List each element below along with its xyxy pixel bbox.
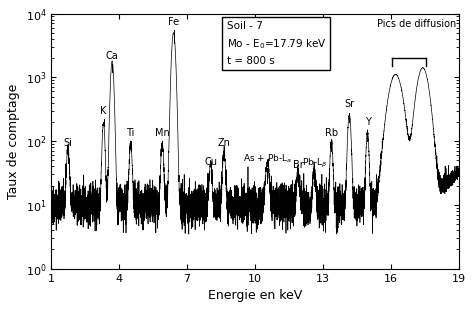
X-axis label: Energie en keV: Energie en keV (208, 289, 302, 302)
Text: Ca: Ca (106, 51, 119, 61)
Text: Y: Y (365, 117, 370, 127)
Text: As + Pb-L$_a$: As + Pb-L$_a$ (243, 152, 292, 165)
Text: Soil - 7
Mo - E$_0$=17.79 keV
t = 800 s: Soil - 7 Mo - E$_0$=17.79 keV t = 800 s (227, 21, 326, 66)
Text: Si: Si (63, 138, 72, 148)
Text: K: K (100, 106, 107, 116)
Text: Rb: Rb (325, 128, 338, 138)
Text: Pb-L$_\beta$: Pb-L$_\beta$ (301, 156, 327, 170)
Text: Pics de diffusion: Pics de diffusion (377, 19, 456, 29)
Text: Mn: Mn (155, 128, 169, 138)
Text: Br: Br (293, 159, 304, 170)
Text: Ti: Ti (126, 128, 135, 138)
Text: Fe: Fe (168, 17, 179, 27)
Text: Zn: Zn (218, 138, 230, 148)
Y-axis label: Taux de comptage: Taux de comptage (7, 83, 20, 199)
Text: Cu: Cu (204, 157, 217, 167)
Text: Sr: Sr (344, 99, 354, 109)
